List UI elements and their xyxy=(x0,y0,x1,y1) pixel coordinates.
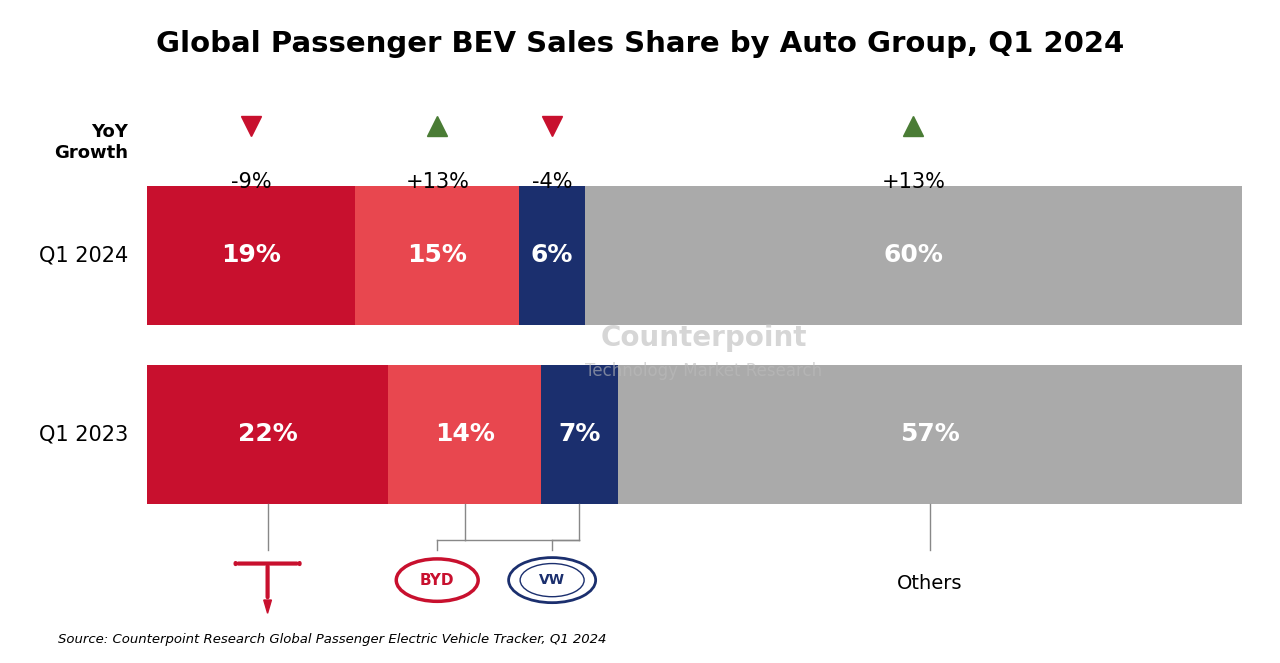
Text: YoY
Growth: YoY Growth xyxy=(54,123,128,162)
Text: -9%: -9% xyxy=(230,172,271,192)
FancyBboxPatch shape xyxy=(388,365,541,504)
Text: 15%: 15% xyxy=(407,243,467,267)
FancyBboxPatch shape xyxy=(585,186,1242,325)
Text: -4%: -4% xyxy=(532,172,572,192)
Text: Q1 2023: Q1 2023 xyxy=(38,424,128,444)
Text: Technology Market Research: Technology Market Research xyxy=(585,362,823,381)
Text: 60%: 60% xyxy=(883,243,943,267)
Text: 14%: 14% xyxy=(435,422,494,446)
Text: BYD: BYD xyxy=(420,573,454,587)
Text: +13%: +13% xyxy=(882,172,945,192)
Text: 7%: 7% xyxy=(558,422,600,446)
Polygon shape xyxy=(264,600,271,613)
Text: Counterpoint: Counterpoint xyxy=(600,324,808,352)
FancyBboxPatch shape xyxy=(355,186,520,325)
FancyBboxPatch shape xyxy=(147,186,355,325)
Text: 19%: 19% xyxy=(221,243,282,267)
FancyBboxPatch shape xyxy=(541,365,618,504)
FancyBboxPatch shape xyxy=(147,365,388,504)
Text: +13%: +13% xyxy=(406,172,470,192)
Text: Source: Counterpoint Research Global Passenger Electric Vehicle Tracker, Q1 2024: Source: Counterpoint Research Global Pas… xyxy=(58,633,605,646)
FancyBboxPatch shape xyxy=(520,186,585,325)
Text: 57%: 57% xyxy=(900,422,960,446)
Text: Q1 2024: Q1 2024 xyxy=(38,245,128,265)
Text: VW: VW xyxy=(539,573,566,587)
FancyBboxPatch shape xyxy=(618,365,1242,504)
Text: 6%: 6% xyxy=(531,243,573,267)
Text: Global Passenger BEV Sales Share by Auto Group, Q1 2024: Global Passenger BEV Sales Share by Auto… xyxy=(156,30,1124,58)
Text: Others: Others xyxy=(897,574,963,593)
Text: 22%: 22% xyxy=(238,422,297,446)
